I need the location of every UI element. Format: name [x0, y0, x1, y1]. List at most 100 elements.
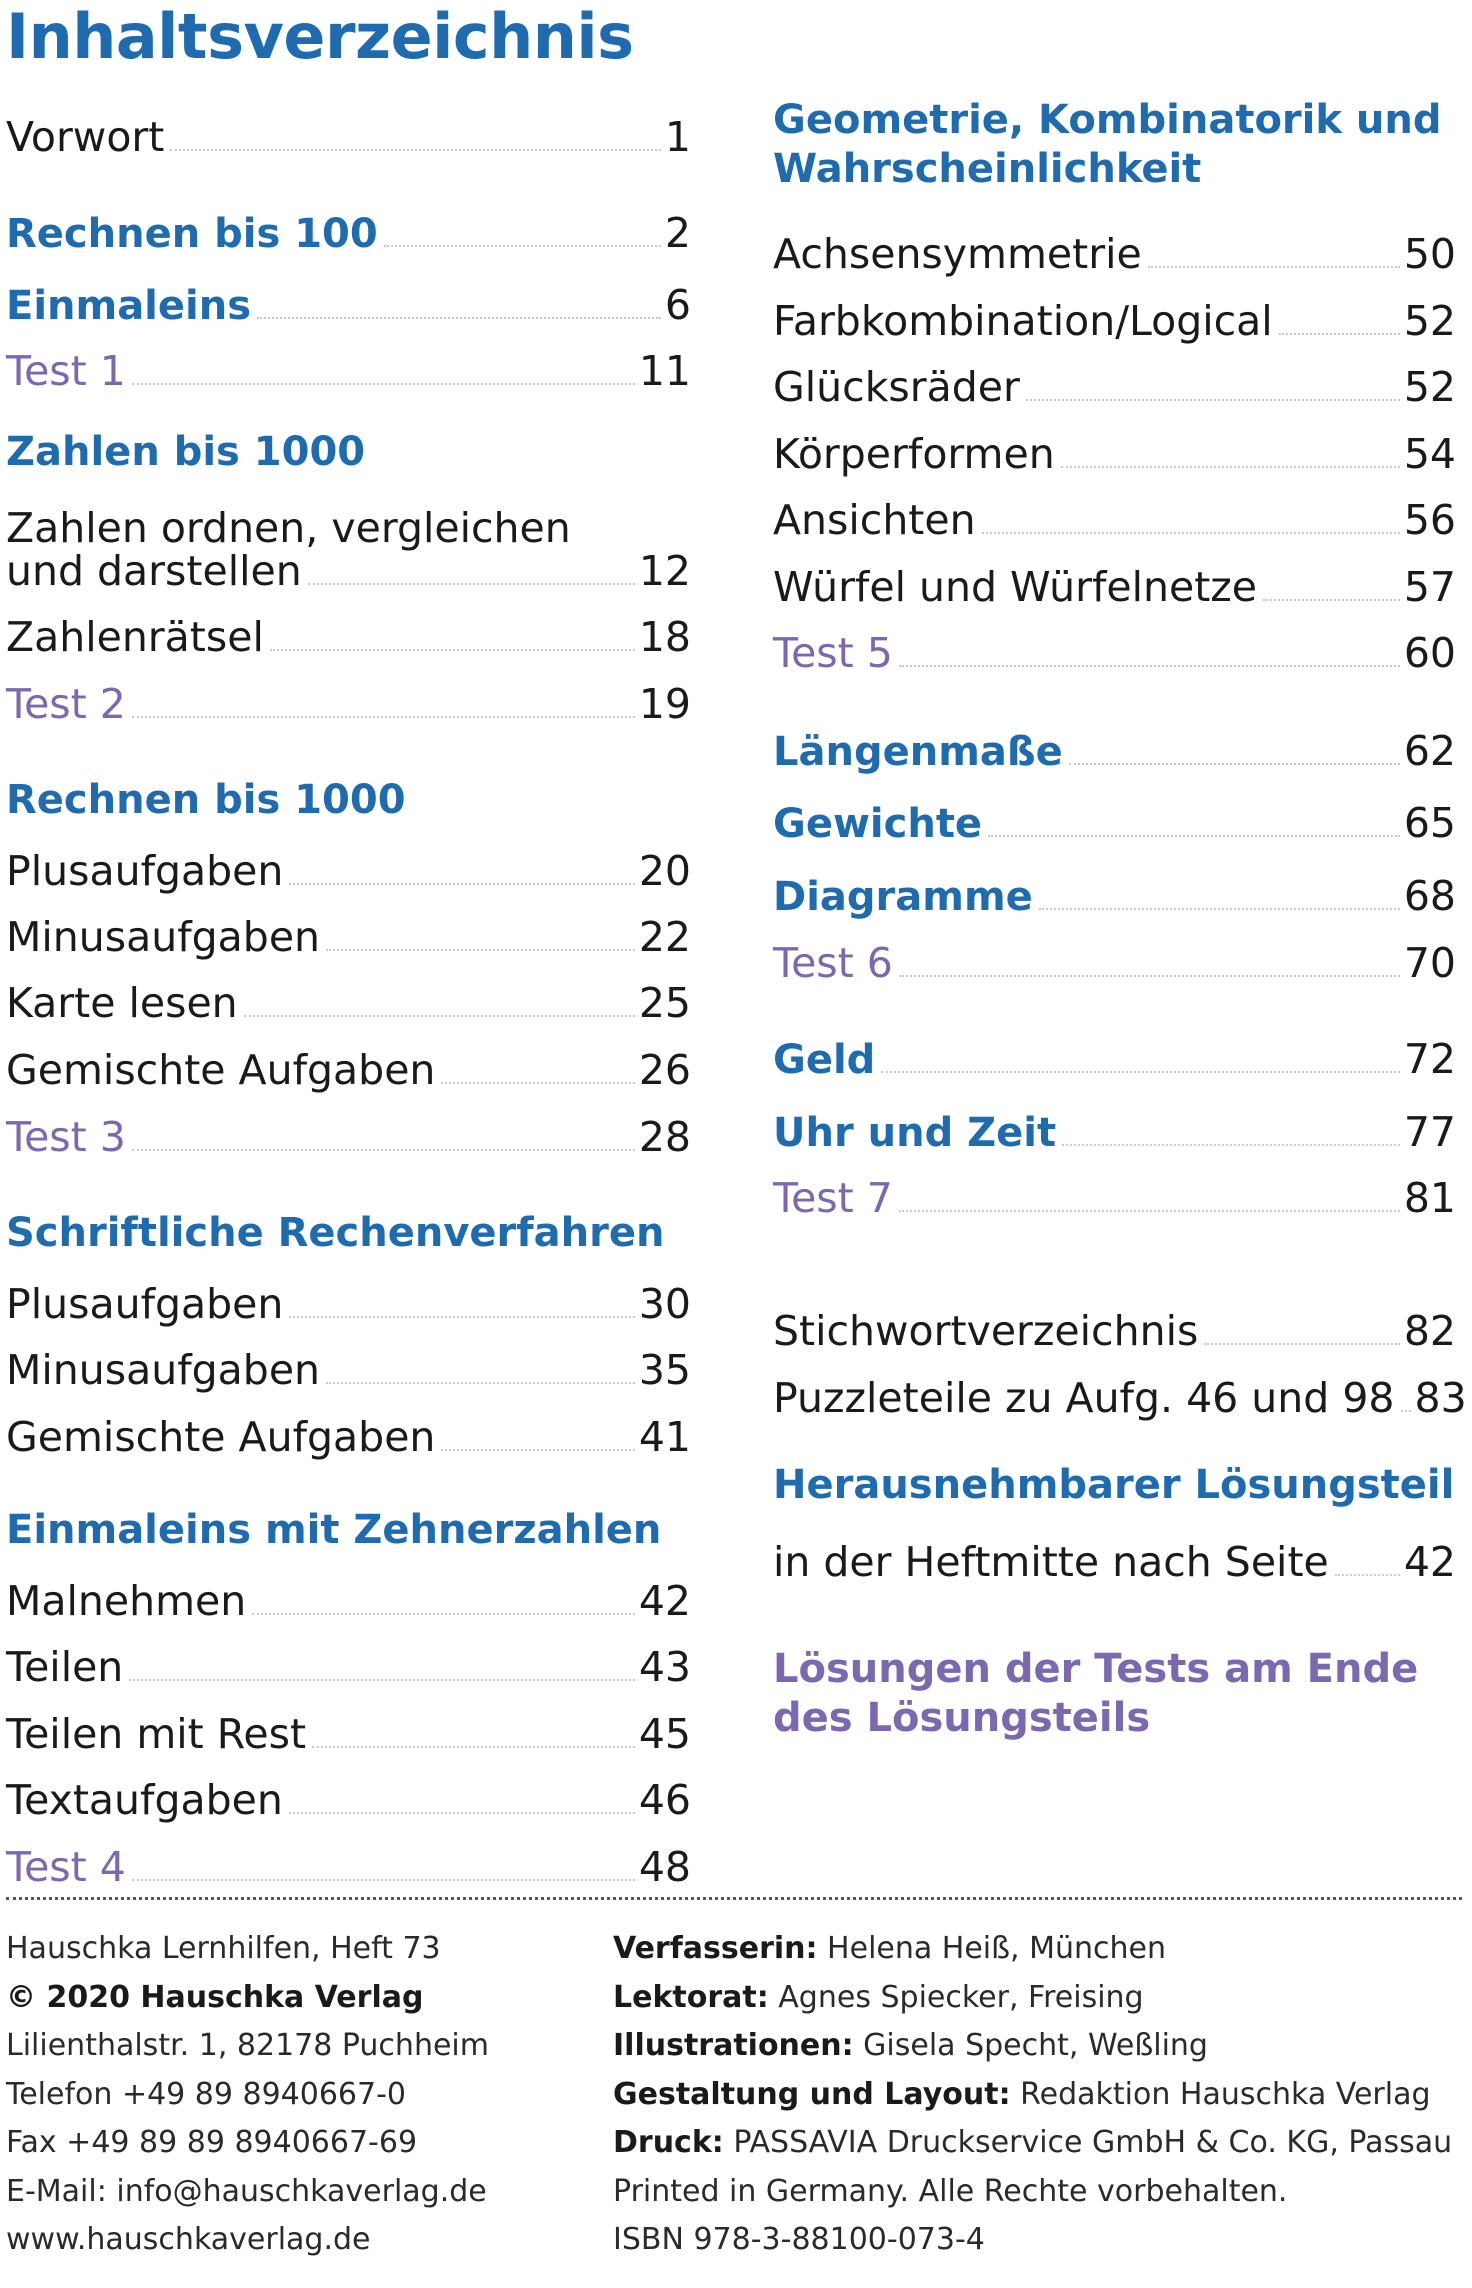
toc-test-5[interactable]: Test 5 60 — [773, 616, 1456, 674]
toc-entry-ansichten[interactable]: Ansichten 56 — [773, 483, 1456, 541]
entry-label: Plusaufgaben — [6, 847, 284, 895]
page-number: 60 — [1403, 629, 1456, 677]
dot-leader — [881, 1071, 1400, 1073]
section-heading-schriftliche[interactable]: Schriftliche Rechenverfahren — [6, 1210, 665, 1256]
credit-key: Druck: — [613, 2125, 724, 2160]
section-heading-zehnerzahlen[interactable]: Einmaleins mit Zehnerzahlen — [6, 1507, 662, 1553]
section-heading-rechnen-1000[interactable]: Rechnen bis 1000 — [6, 777, 406, 823]
entry-label: Minusaufgaben — [6, 1346, 321, 1394]
section-label: Uhr und Zeit — [773, 1110, 1057, 1156]
credit-value: Helena Heiß, München — [817, 1931, 1167, 1966]
entry-label: Würfel und Würfelnetze — [773, 563, 1258, 611]
entry-label: Gemischte Aufgaben — [6, 1046, 436, 1094]
section-heading-loesungen-tests[interactable]: Lösungen der Tests am Ende des Lösungste… — [773, 1645, 1456, 1743]
dot-leader — [288, 1812, 635, 1814]
dot-leader — [326, 1382, 635, 1384]
section-label: Einmaleins — [6, 283, 252, 329]
toc-entry-achsensymmetrie[interactable]: Achsensymmetrie 50 — [773, 217, 1456, 275]
dot-leader — [289, 883, 635, 885]
toc-entry-farbkombination[interactable]: Farbkombination/Logical 52 — [773, 284, 1456, 342]
imprint-phone: Telefon +49 89 8940667-0 — [6, 2076, 407, 2112]
toc-entry-teilen-mit-rest[interactable]: Teilen mit Rest 45 — [6, 1697, 691, 1755]
section-label: Geld — [773, 1037, 876, 1083]
section-label: Diagramme — [773, 874, 1033, 920]
dot-leader — [257, 317, 661, 319]
toc-entry-gemischte-aufgaben[interactable]: Gemischte Aufgaben 26 — [6, 1033, 691, 1091]
dot-leader — [383, 245, 661, 247]
toc-test-2[interactable]: Test 2 19 — [6, 667, 691, 725]
dot-leader — [243, 1015, 635, 1017]
page-number: 22 — [638, 913, 691, 961]
toc-entry-wuerfel[interactable]: Würfel und Würfelnetze 57 — [773, 550, 1456, 608]
section-heading-zahlen-1000[interactable]: Zahlen bis 1000 — [6, 429, 366, 475]
test-label: Test 6 — [773, 939, 893, 987]
test-label: Test 5 — [773, 629, 893, 677]
page-number: 35 — [638, 1346, 691, 1394]
toc-entry-gluecksraeder[interactable]: Glücksräder 52 — [773, 350, 1456, 408]
toc-entry-puzzleteile[interactable]: Puzzleteile zu Aufg. 46 und 98 83 — [773, 1361, 1467, 1419]
page-number: 68 — [1403, 872, 1456, 920]
toc-entry-teilen[interactable]: Teilen 43 — [6, 1630, 691, 1688]
dot-leader — [898, 975, 1400, 977]
toc-entry-minusaufgaben[interactable]: Minusaufgaben 22 — [6, 900, 691, 958]
dot-leader — [1062, 1144, 1400, 1146]
toc-test-4[interactable]: Test 4 48 — [6, 1830, 691, 1888]
toc-entry-zahlenraetsel[interactable]: Zahlenrätsel 18 — [6, 600, 691, 658]
page-number: 19 — [638, 680, 691, 728]
toc-entry-textaufgaben[interactable]: Textaufgaben 46 — [6, 1763, 691, 1821]
dot-leader — [131, 1879, 635, 1881]
dot-leader — [988, 835, 1400, 837]
section-heading-loesungsteil[interactable]: Herausnehmbarer Lösungsteil — [773, 1462, 1455, 1508]
dot-leader — [441, 1082, 635, 1084]
toc-entry-malnehmen[interactable]: Malnehmen 42 — [6, 1564, 691, 1622]
toc-section-geld[interactable]: Geld 72 — [773, 1022, 1456, 1083]
dot-leader — [898, 665, 1400, 667]
page-number: 81 — [1403, 1174, 1456, 1222]
toc-entry-stichwortverzeichnis[interactable]: Stichwortverzeichnis 82 — [773, 1294, 1456, 1352]
credit-key: Lektorat: — [613, 1979, 769, 2015]
toc-entry-minusaufgaben-2[interactable]: Minusaufgaben 35 — [6, 1333, 691, 1391]
imprint-website[interactable]: www.hauschkaverlag.de — [6, 2222, 371, 2257]
dot-leader — [131, 1149, 635, 1151]
entry-label: Malnehmen — [6, 1577, 247, 1625]
entry-label: Farbkombination/Logical — [773, 297, 1273, 345]
toc-entry-plusaufgaben-2[interactable]: Plusaufgaben 30 — [6, 1267, 691, 1325]
toc-section-laengenmasse[interactable]: Längenmaße 62 — [773, 714, 1456, 773]
dot-leader — [1334, 1574, 1400, 1576]
dot-leader — [129, 1679, 635, 1681]
page-number: 54 — [1403, 430, 1456, 478]
toc-section-diagramme[interactable]: Diagramme 68 — [773, 859, 1456, 920]
toc-entry-heftmitte[interactable]: in der Heftmitte nach Seite 42 — [773, 1525, 1456, 1583]
page-number: 42 — [638, 1577, 691, 1625]
toc-section-gewichte[interactable]: Gewichte 65 — [773, 786, 1456, 845]
imprint-email[interactable]: E-Mail: info@hauschkaverlag.de — [6, 2173, 487, 2209]
page-number: 11 — [638, 347, 691, 395]
dot-leader — [981, 532, 1400, 534]
toc-entry-koerperformen[interactable]: Körperformen 54 — [773, 417, 1456, 475]
dot-leader — [1278, 333, 1400, 335]
dot-leader — [441, 1449, 635, 1451]
toc-entry-plusaufgaben[interactable]: Plusaufgaben 20 — [6, 834, 691, 892]
imprint-isbn: ISBN 978-3-88100-073-4 — [613, 2222, 985, 2257]
toc-section-einmaleins[interactable]: Einmaleins 6 — [6, 268, 691, 329]
toc-section-rechnen-100[interactable]: Rechnen bis 100 2 — [6, 196, 691, 255]
toc-section-uhr-und-zeit[interactable]: Uhr und Zeit 77 — [773, 1095, 1456, 1156]
toc-test-1[interactable]: Test 1 11 — [6, 334, 691, 392]
imprint-copyright: © 2020 Hauschka Verlag — [6, 1979, 424, 2015]
toc-entry-zahlen-ordnen[interactable]: und darstellen 12 — [6, 534, 691, 592]
page-number: 25 — [638, 979, 691, 1027]
imprint-publisher: Hauschka Lernhilfen, Heft 73 © 2020 Haus… — [6, 1925, 489, 2265]
toc-entry-karte-lesen[interactable]: Karte lesen 25 — [6, 966, 691, 1024]
toc-entry-vorwort[interactable]: Vorwort 1 — [6, 100, 691, 158]
page-number: 30 — [638, 1280, 691, 1328]
page-number: 46 — [638, 1776, 691, 1824]
section-heading-geometrie[interactable]: Geometrie, Kombinatorik und Wahrscheinli… — [773, 96, 1456, 194]
toc-test-7[interactable]: Test 7 81 — [773, 1161, 1456, 1219]
toc-test-3[interactable]: Test 3 28 — [6, 1100, 691, 1158]
toc-entry-gemischte-aufgaben-2[interactable]: Gemischte Aufgaben 41 — [6, 1400, 691, 1458]
page-number: 43 — [638, 1643, 691, 1691]
page-number: 18 — [638, 613, 691, 661]
page-number: 45 — [638, 1710, 691, 1758]
toc-test-6[interactable]: Test 6 70 — [773, 926, 1456, 984]
credit-author: Verfasserin: Helena Heiß, München — [613, 1925, 1452, 1974]
